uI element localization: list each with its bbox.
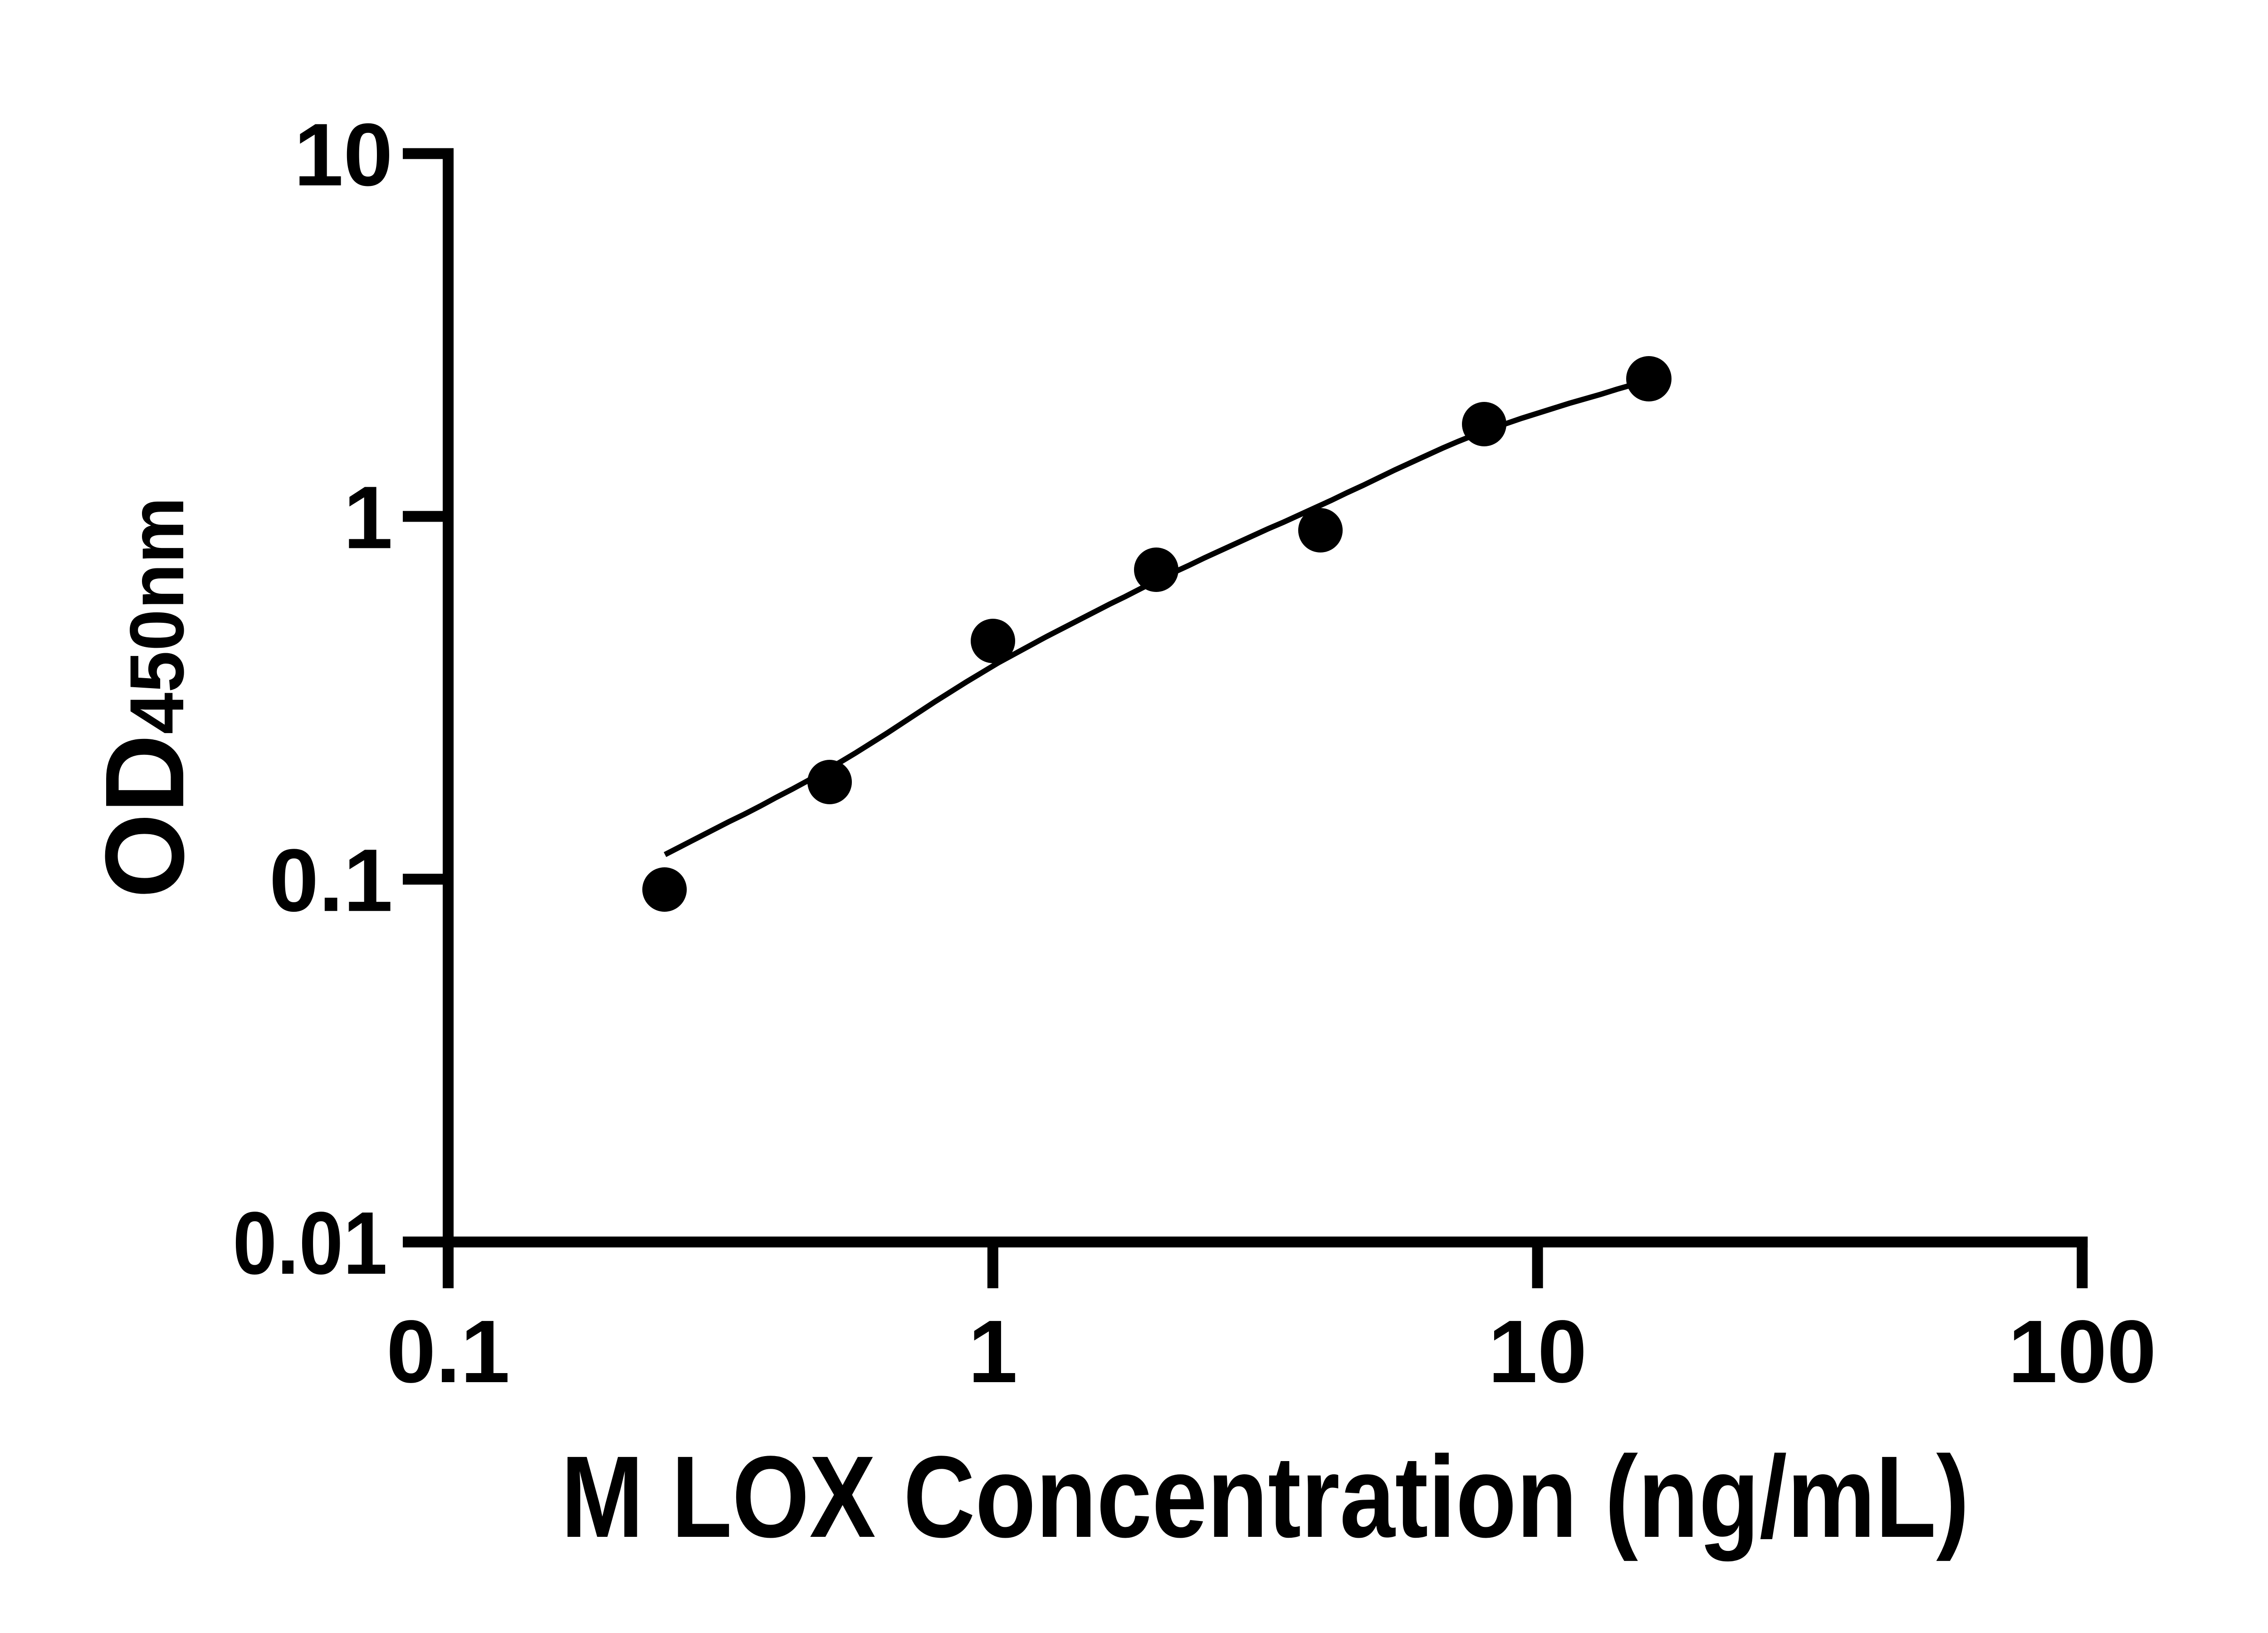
svg-text:M LOX Concentration (ng/mL): M LOX Concentration (ng/mL) bbox=[561, 1432, 1970, 1562]
svg-text:0.1: 0.1 bbox=[386, 1302, 510, 1401]
svg-text:1: 1 bbox=[343, 468, 393, 567]
svg-text:10: 10 bbox=[1488, 1302, 1587, 1401]
svg-text:OD450nm: OD450nm bbox=[82, 497, 207, 899]
svg-text:1: 1 bbox=[968, 1302, 1017, 1401]
svg-text:0.1: 0.1 bbox=[269, 831, 393, 930]
svg-text:0.01: 0.01 bbox=[233, 1193, 387, 1293]
svg-text:10: 10 bbox=[294, 105, 393, 205]
svg-text:100: 100 bbox=[2008, 1302, 2156, 1401]
